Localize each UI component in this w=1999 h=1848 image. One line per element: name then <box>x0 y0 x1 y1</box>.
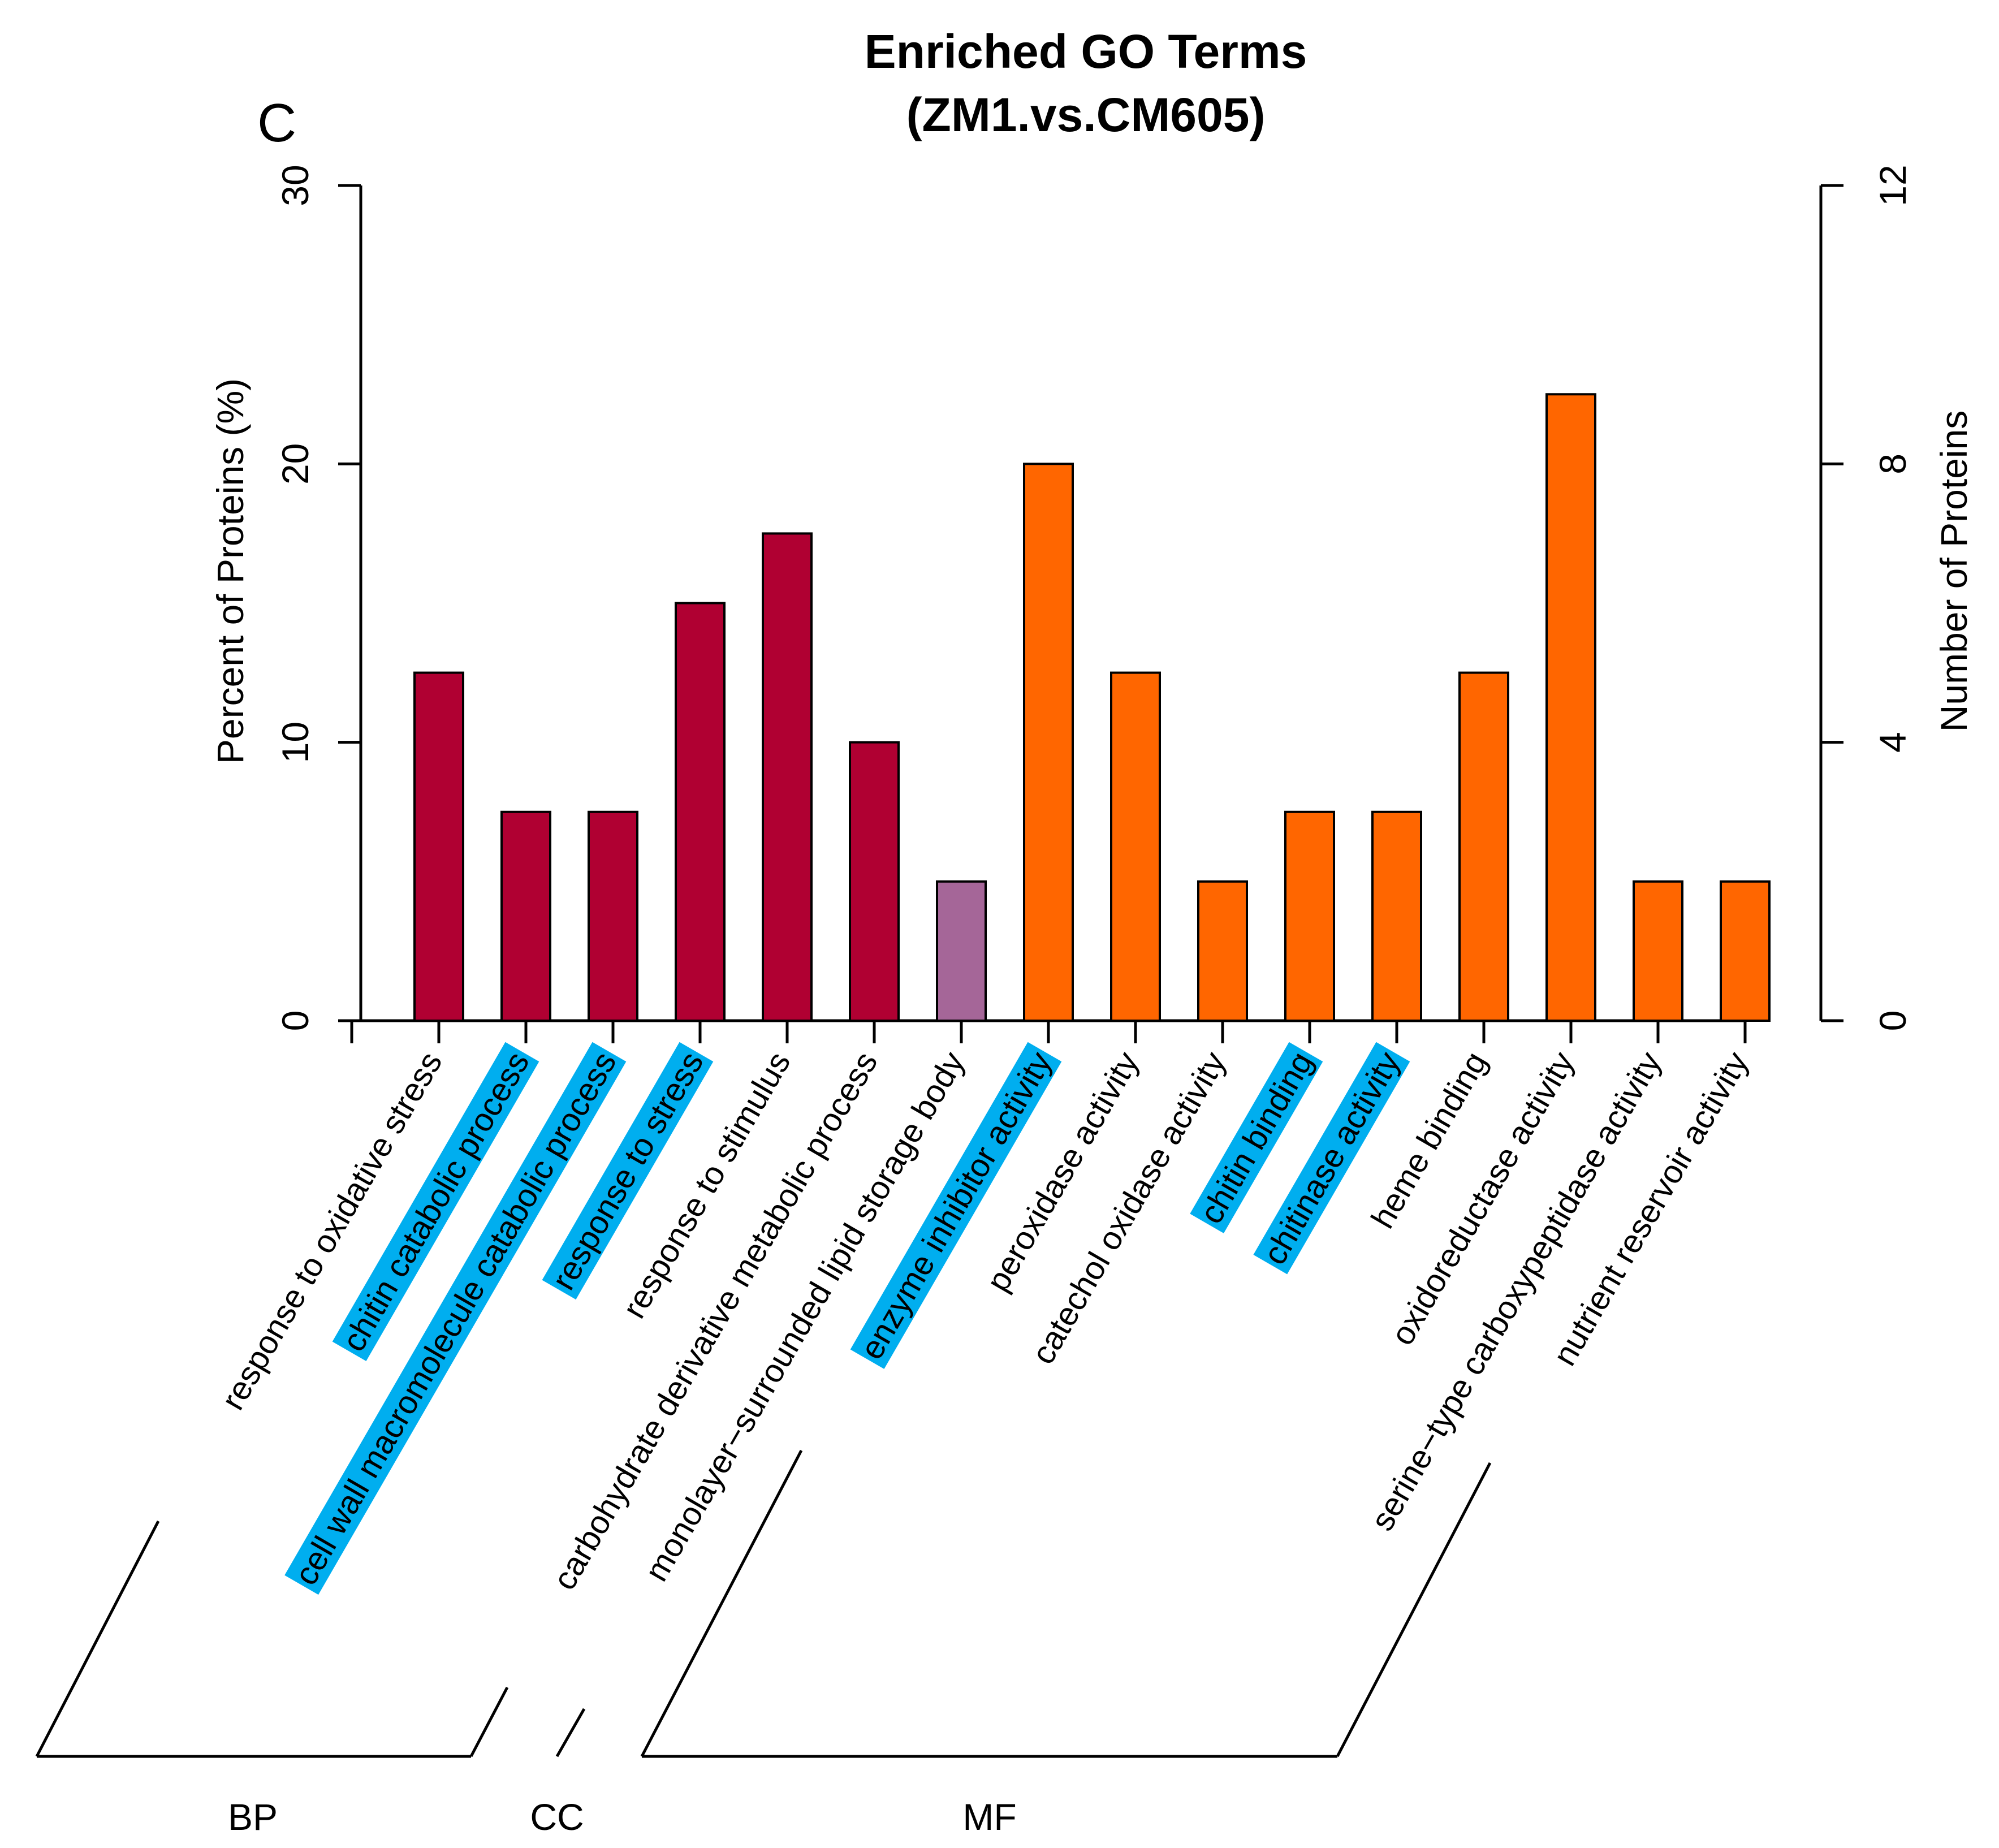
bar-nutrient-reservoir-activity <box>1720 880 1771 1022</box>
chart-subtitle: (ZM1.vs.CM605) <box>906 88 1266 141</box>
x-tick-label: response to stimulus <box>615 1046 797 1324</box>
bar-response-to-stress <box>675 602 726 1022</box>
y-tick-label: 10 <box>274 722 316 763</box>
y2-tick-label: 0 <box>1872 1011 1914 1031</box>
highlight-box <box>1253 1042 1410 1275</box>
group-label-cc: CC <box>530 1796 584 1838</box>
bar-oxidoreductase-activity <box>1545 393 1596 1022</box>
bar-chitin-binding <box>1284 810 1335 1022</box>
bar-cell-wall-macromolecule-catabolic-process <box>588 810 638 1022</box>
x-tick-label-text: monolayer−surrounded lipid storage body <box>638 1046 972 1587</box>
chart-title: Enriched GO Terms <box>865 25 1307 78</box>
group-brackets: BP CC MF <box>35 1449 1492 1838</box>
highlight-box <box>1190 1042 1323 1233</box>
x-tick-label: cell wall macromolecule catabolic proces… <box>284 1042 627 1595</box>
bar-response-to-stimulus <box>762 532 813 1022</box>
group-label-bp: BP <box>228 1796 278 1838</box>
y-tick-label: 30 <box>274 165 316 206</box>
highlight-box <box>332 1042 539 1362</box>
bar-serine-type-carboxypeptidase-activity <box>1633 880 1683 1022</box>
bar-carbohydrate-derivative-metabolic-process <box>849 741 900 1022</box>
y2-tick-label: 8 <box>1872 454 1914 474</box>
x-tick-label-text: cell wall macromolecule catabolic proces… <box>287 1046 624 1591</box>
y2-tick-label: 12 <box>1872 165 1914 206</box>
highlight-box <box>284 1042 627 1595</box>
x-tick-label: monolayer−surrounded lipid storage body <box>638 1046 972 1587</box>
group-bracket-line <box>35 1520 160 1758</box>
bar-enzyme-inhibitor-activity <box>1023 463 1074 1022</box>
y-axis-label: Percent of Proteins (%) <box>209 378 251 764</box>
bar-monolayer-surrounded-lipid-storage-body <box>936 880 987 1022</box>
x-tick-label: carbohydrate derivative metabolic proces… <box>546 1046 885 1596</box>
y-tick-label: 0 <box>274 1011 316 1031</box>
group-bracket-line <box>640 1449 803 1758</box>
y2-axis-label: Number of Proteins <box>1933 411 1975 732</box>
x-tick-label-text: response to stimulus <box>615 1046 797 1324</box>
highlight-box <box>542 1042 714 1300</box>
bars <box>413 393 1771 1022</box>
bar-chitin-catabolic-process <box>500 810 551 1022</box>
bar-heme-binding <box>1458 671 1509 1022</box>
axes: 0 10 20 30 0 4 8 12 <box>274 165 1914 1043</box>
x-tick-label-text: carbohydrate derivative metabolic proces… <box>546 1046 885 1596</box>
bar-peroxidase-activity <box>1110 671 1161 1022</box>
highlight-box <box>850 1042 1062 1369</box>
bar-response-to-oxidative-stress <box>413 671 464 1022</box>
panel-label: C <box>257 93 296 153</box>
y2-tick-label: 4 <box>1872 732 1914 753</box>
x-tick-label: response to stress <box>542 1042 714 1300</box>
bar-catechol-oxidase-activity <box>1197 880 1248 1022</box>
y-tick-label: 20 <box>274 443 316 485</box>
group-label-mf: MF <box>962 1796 1016 1838</box>
bar-chitinase-activity <box>1371 810 1422 1022</box>
group-bracket-line <box>1336 1462 1492 1758</box>
group-bracket-line <box>469 1686 509 1758</box>
group-bracket-line <box>555 1708 586 1758</box>
